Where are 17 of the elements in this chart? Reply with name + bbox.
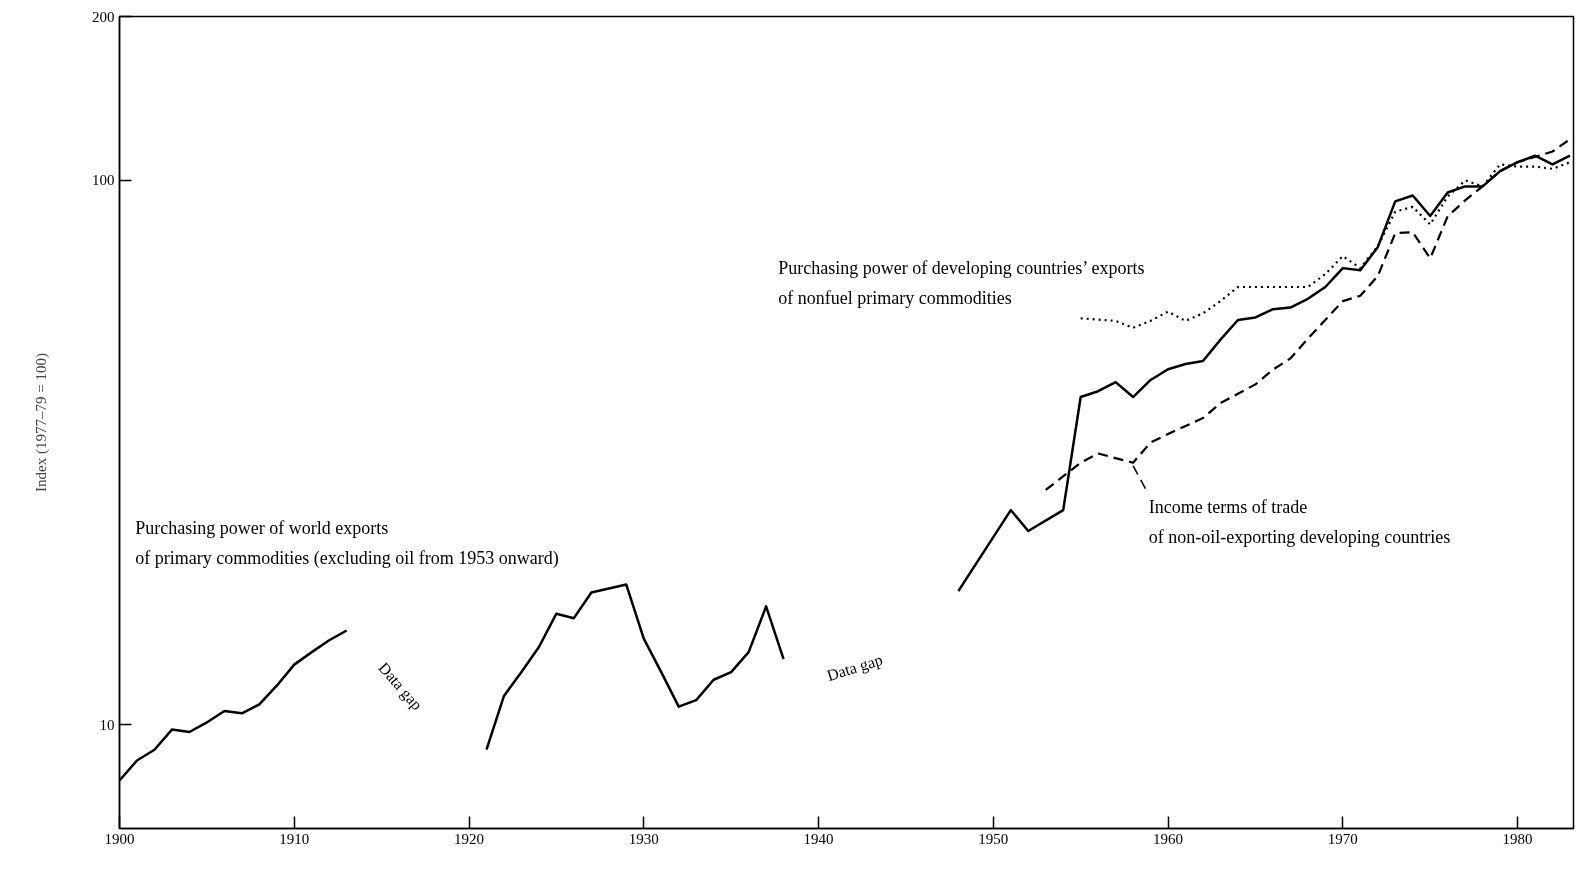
series-label: Purchasing power of developing countries’ exports of nonfuel primary commodities	[778, 258, 1145, 309]
x-tick-label: 1950	[978, 830, 1009, 847]
x-tick-label: 1930	[628, 830, 659, 847]
text: Purchasing power of world exports of primary commodities (excluding oil from 1953 onward)	[135, 517, 559, 569]
y-axis-title: Index (1977–79 = 100)	[33, 353, 50, 492]
x-tick-label: 1900	[104, 830, 135, 847]
x-tick-label: 1910	[279, 830, 310, 847]
x-tick-label: 1960	[1153, 830, 1184, 847]
y-tick-label: 100	[92, 172, 115, 189]
x-tick-label: 1920	[454, 830, 485, 847]
legend-label: Income terms of trade of non-oil-exporting developing countries	[1148, 497, 1451, 548]
x-tick-label: 1970	[1327, 830, 1358, 847]
x-tick-label: 1980	[1502, 830, 1533, 847]
y-tick-label: 10	[99, 716, 115, 733]
x-tick-label: 1940	[803, 830, 834, 847]
annotation: Data gap	[824, 650, 885, 685]
y-tick-label: 200	[92, 8, 115, 25]
